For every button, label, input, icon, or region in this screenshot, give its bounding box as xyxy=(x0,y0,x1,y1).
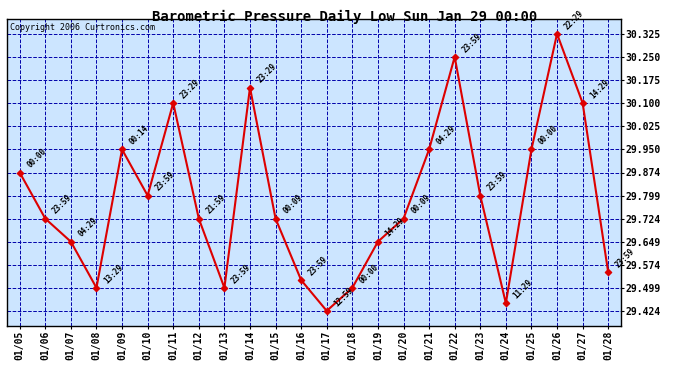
Text: 23:59: 23:59 xyxy=(614,247,636,270)
Text: 14:29: 14:29 xyxy=(384,216,406,239)
Text: 22:29: 22:29 xyxy=(562,8,585,31)
Point xyxy=(142,193,153,199)
Point xyxy=(168,100,179,106)
Point xyxy=(398,216,409,222)
Point xyxy=(347,285,358,291)
Point xyxy=(373,238,384,244)
Text: 23:59: 23:59 xyxy=(153,170,176,193)
Text: Barometric Pressure Daily Low Sun Jan 29 00:00: Barometric Pressure Daily Low Sun Jan 29… xyxy=(152,9,538,24)
Text: 00:09: 00:09 xyxy=(409,193,432,216)
Point xyxy=(500,300,511,306)
Point xyxy=(602,269,613,275)
Point xyxy=(14,170,26,176)
Text: 23:59: 23:59 xyxy=(486,170,509,193)
Point xyxy=(449,54,460,60)
Text: 04:29: 04:29 xyxy=(435,124,457,147)
Point xyxy=(40,216,51,222)
Text: Copyright 2006 Curtronics.com: Copyright 2006 Curtronics.com xyxy=(10,23,155,32)
Point xyxy=(322,308,333,314)
Point xyxy=(117,146,128,152)
Point xyxy=(424,146,435,152)
Point xyxy=(551,31,562,37)
Text: 00:00: 00:00 xyxy=(537,124,560,147)
Point xyxy=(577,100,588,106)
Text: 23:59: 23:59 xyxy=(51,193,74,216)
Text: 23:59: 23:59 xyxy=(307,255,329,278)
Point xyxy=(244,85,255,91)
Point xyxy=(475,193,486,199)
Point xyxy=(270,216,281,222)
Text: 00:09: 00:09 xyxy=(281,193,304,216)
Text: 23:59: 23:59 xyxy=(230,262,253,285)
Point xyxy=(91,285,102,291)
Text: 23:59: 23:59 xyxy=(460,32,483,54)
Text: 00:00: 00:00 xyxy=(26,147,48,170)
Point xyxy=(219,285,230,291)
Text: 12:59: 12:59 xyxy=(333,285,355,308)
Point xyxy=(66,238,77,244)
Point xyxy=(193,216,204,222)
Text: 14:29: 14:29 xyxy=(588,78,611,100)
Text: 00:14: 00:14 xyxy=(128,124,150,147)
Text: 23:29: 23:29 xyxy=(179,78,201,100)
Text: 04:29: 04:29 xyxy=(77,216,99,239)
Text: 23:29: 23:29 xyxy=(255,62,278,85)
Text: 13:29: 13:29 xyxy=(102,262,125,285)
Point xyxy=(295,277,306,283)
Point xyxy=(526,146,537,152)
Text: 11:29: 11:29 xyxy=(511,278,534,300)
Text: 21:59: 21:59 xyxy=(204,193,227,216)
Text: 00:00: 00:00 xyxy=(358,262,381,285)
